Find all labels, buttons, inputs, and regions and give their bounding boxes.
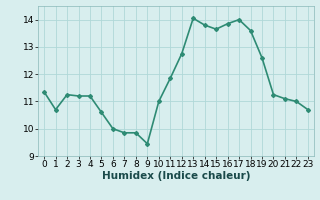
X-axis label: Humidex (Indice chaleur): Humidex (Indice chaleur) — [102, 171, 250, 181]
